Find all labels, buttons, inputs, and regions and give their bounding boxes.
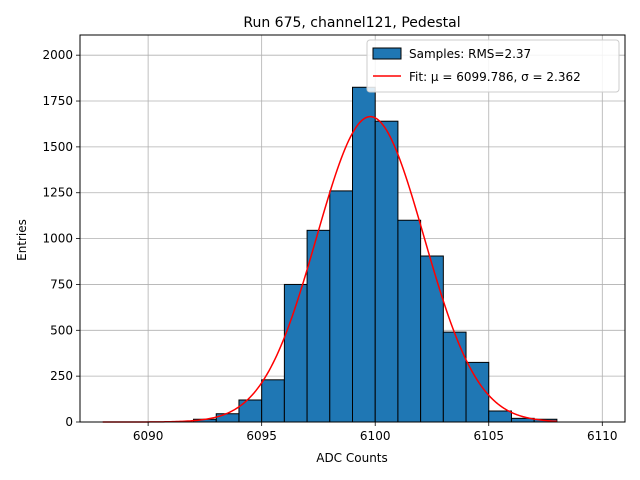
- plot-frame: [79, 34, 626, 423]
- histogram-bar: [397, 219, 422, 423]
- gaussian-fit-curve: [102, 115, 557, 423]
- y-tick-label: 1000: [42, 232, 73, 246]
- legend-frame: [366, 39, 620, 93]
- y-axis-ticks: 0 250 500 750 1000 1250 1500 1750 2000: [42, 48, 80, 429]
- histogram-bar: [374, 120, 399, 423]
- y-tick-label: 500: [50, 323, 73, 337]
- histogram-bar: [261, 379, 285, 423]
- histogram-bar: [238, 399, 263, 423]
- legend-label-histogram: Samples: RMS=2.37: [409, 47, 531, 61]
- x-axis-label: ADC Counts: [316, 451, 388, 465]
- chart-title: Run 675, channel121, Pedestal: [243, 15, 460, 31]
- y-tick-label: 1250: [42, 186, 73, 200]
- y-tick-label: 1500: [42, 140, 73, 154]
- fit-curve-group: [102, 115, 557, 423]
- x-tick-label: 6095: [246, 429, 277, 443]
- y-axis-label: Entries: [15, 219, 29, 261]
- legend: Samples: RMS=2.37 Fit: μ = 6099.786, σ =…: [366, 39, 620, 93]
- x-tick-label: 6090: [133, 429, 164, 443]
- y-tick-label: 0: [65, 415, 73, 429]
- histogram-bar: [352, 86, 376, 423]
- y-tick-label: 250: [50, 369, 73, 383]
- x-tick-label: 6105: [473, 429, 504, 443]
- x-tick-label: 6110: [587, 429, 618, 443]
- histogram-bar: [329, 190, 353, 423]
- y-tick-label: 750: [50, 277, 73, 291]
- y-tick-label: 1750: [42, 94, 73, 108]
- histogram-bar: [442, 331, 467, 423]
- x-axis-ticks: 6090 6095 6100 6105 6110: [133, 422, 618, 443]
- legend-label-fit: Fit: μ = 6099.786, σ = 2.362: [409, 70, 581, 84]
- y-tick-label: 2000: [42, 48, 73, 62]
- histogram-bars: [193, 86, 558, 423]
- histogram-bar: [420, 255, 444, 423]
- legend-swatch-histogram: [372, 47, 402, 60]
- histogram-bar: [488, 410, 512, 423]
- histogram-bar: [215, 413, 240, 423]
- x-tick-label: 6100: [360, 429, 391, 443]
